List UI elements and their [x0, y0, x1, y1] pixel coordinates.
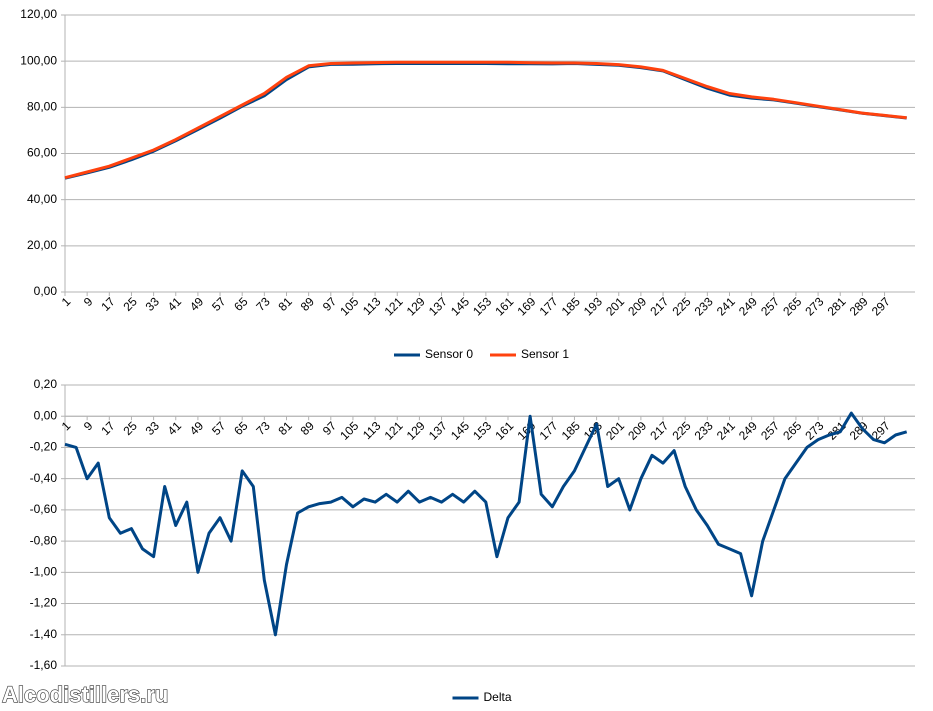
x-tick-label: 121 — [382, 294, 406, 318]
x-tick-label: 1 — [59, 418, 74, 433]
y-tick-label: -1,00 — [30, 565, 58, 579]
x-tick-label: 33 — [143, 294, 163, 314]
x-tick-label: 105 — [337, 418, 361, 442]
x-tick-label: 225 — [669, 294, 693, 318]
y-tick-label: 100,00 — [20, 53, 57, 67]
x-tick-label: 89 — [298, 418, 318, 438]
x-tick-label: 185 — [559, 294, 583, 318]
x-tick-label: 113 — [360, 418, 384, 442]
x-tick-label: 177 — [537, 418, 561, 442]
y-tick-label: 40,00 — [27, 192, 57, 206]
y-tick-label: -0,60 — [30, 502, 58, 516]
x-tick-label: 161 — [492, 294, 516, 318]
x-tick-label: 17 — [98, 418, 118, 438]
data-line — [64, 411, 908, 637]
data-line — [64, 62, 907, 180]
x-tick-label: 193 — [581, 294, 605, 318]
x-tick-label: 129 — [404, 294, 428, 318]
y-tick-label: 0,00 — [34, 408, 58, 422]
x-tick-label: 201 — [603, 294, 627, 318]
x-tick-label: 1 — [59, 294, 74, 309]
x-tick-label: 17 — [98, 294, 118, 314]
y-tick-label: 120,00 — [20, 7, 57, 21]
x-tick-label: 57 — [209, 418, 229, 438]
x-tick-label: 241 — [714, 418, 738, 442]
x-tick-label: 41 — [165, 294, 185, 314]
x-tick-label: 177 — [537, 294, 561, 318]
x-tick-label: 9 — [81, 294, 96, 309]
x-tick-label: 209 — [625, 294, 649, 318]
x-tick-label: 145 — [448, 418, 472, 442]
watermark: Alcodistillers.ru — [2, 682, 168, 707]
y-tick-label: -1,60 — [30, 658, 58, 672]
y-tick-label: -1,20 — [30, 596, 58, 610]
x-tick-label: 249 — [736, 418, 760, 442]
x-tick-label: 169 — [514, 294, 538, 318]
x-tick-label: 33 — [143, 418, 163, 438]
x-tick-label: 265 — [780, 294, 804, 318]
x-tick-label: 129 — [404, 418, 428, 442]
y-tick-label: 60,00 — [27, 146, 57, 160]
x-tick-label: 89 — [298, 294, 318, 314]
legend-label: Delta — [484, 690, 512, 704]
x-tick-label: 225 — [669, 418, 693, 442]
x-tick-label: 297 — [869, 294, 893, 318]
x-tick-label: 73 — [253, 294, 273, 314]
y-tick-label: 20,00 — [27, 238, 57, 252]
x-tick-label: 233 — [692, 294, 716, 318]
x-tick-label: 57 — [209, 294, 229, 314]
x-tick-label: 233 — [692, 418, 716, 442]
x-tick-label: 137 — [426, 294, 450, 318]
y-tick-label: 0,00 — [34, 284, 58, 298]
legend-label: Sensor 0 — [425, 347, 473, 361]
data-line — [64, 60, 907, 180]
x-tick-label: 217 — [647, 418, 671, 442]
x-tick-label: 81 — [276, 294, 296, 314]
y-tick-label: -0,20 — [30, 440, 58, 454]
x-tick-label: 265 — [780, 418, 804, 442]
x-tick-label: 97 — [320, 294, 340, 314]
x-tick-label: 65 — [231, 418, 251, 438]
x-tick-label: 145 — [448, 294, 472, 318]
x-tick-label: 241 — [714, 294, 738, 318]
y-tick-label: 80,00 — [27, 100, 57, 114]
x-tick-label: 41 — [165, 418, 185, 438]
x-tick-label: 185 — [559, 418, 583, 442]
x-tick-label: 113 — [360, 294, 384, 318]
x-tick-label: 153 — [470, 294, 494, 318]
x-tick-label: 121 — [382, 418, 406, 442]
x-tick-label: 65 — [231, 294, 251, 314]
x-tick-label: 25 — [120, 418, 140, 438]
x-tick-label: 49 — [187, 418, 207, 438]
x-tick-label: 137 — [426, 418, 450, 442]
x-tick-label: 209 — [625, 418, 649, 442]
x-tick-label: 281 — [825, 294, 849, 318]
x-tick-label: 273 — [802, 294, 826, 318]
x-tick-label: 249 — [736, 294, 760, 318]
x-tick-label: 25 — [120, 294, 140, 314]
y-tick-label: -0,80 — [30, 533, 58, 547]
y-tick-label: -0,40 — [30, 471, 58, 485]
x-tick-label: 81 — [276, 418, 296, 438]
legend-label: Sensor 1 — [521, 347, 569, 361]
y-tick-label: 0,20 — [34, 377, 58, 391]
x-tick-label: 153 — [470, 418, 494, 442]
y-tick-label: -1,40 — [30, 627, 58, 641]
x-tick-label: 217 — [647, 294, 671, 318]
x-tick-label: 201 — [603, 418, 627, 442]
x-tick-label: 49 — [187, 294, 207, 314]
x-tick-label: 257 — [758, 294, 782, 318]
x-tick-label: 73 — [253, 418, 273, 438]
x-tick-label: 97 — [320, 418, 340, 438]
x-tick-label: 161 — [492, 418, 516, 442]
x-tick-label: 289 — [847, 294, 871, 318]
x-tick-label: 9 — [81, 418, 96, 433]
x-tick-label: 257 — [758, 418, 782, 442]
x-tick-label: 105 — [337, 294, 361, 318]
